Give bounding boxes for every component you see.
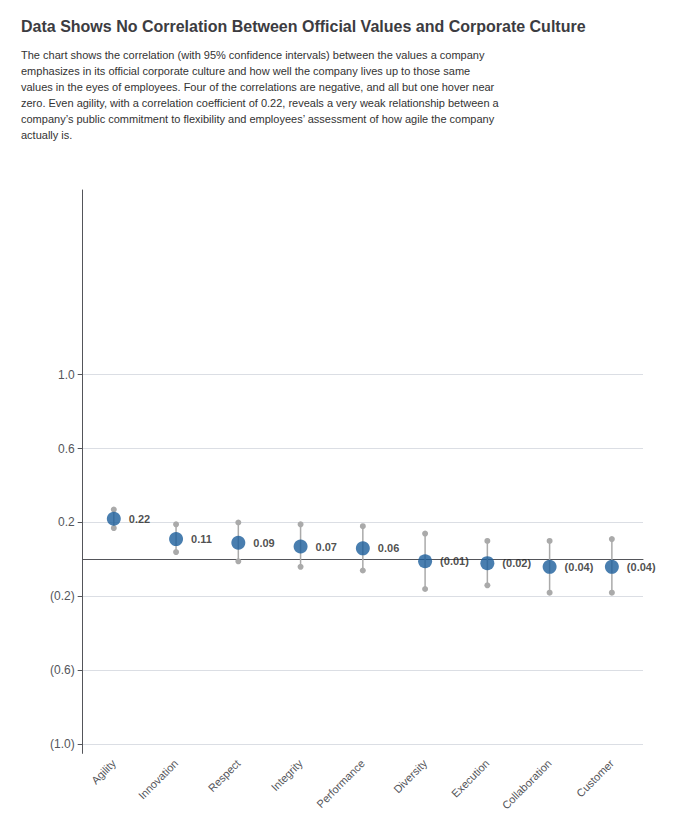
svg-text:0.22: 0.22 — [129, 513, 150, 525]
svg-text:actually is.: actually is. — [21, 129, 72, 141]
svg-text:(0.02): (0.02) — [502, 557, 531, 569]
svg-text:Execution: Execution — [449, 757, 492, 800]
svg-text:(0.6): (0.6) — [50, 663, 75, 677]
svg-text:values in the eyes of employee: values in the eyes of employees. Four of… — [21, 81, 495, 93]
svg-text:Agility: Agility — [89, 757, 119, 787]
svg-text:Performance: Performance — [314, 757, 367, 810]
svg-text:0.6: 0.6 — [58, 442, 75, 456]
svg-text:Diversity: Diversity — [391, 757, 430, 796]
svg-text:Integrity: Integrity — [269, 757, 305, 793]
svg-text:Collaboration: Collaboration — [500, 757, 554, 811]
svg-text:0.07: 0.07 — [316, 541, 337, 553]
svg-text:(0.2): (0.2) — [50, 589, 75, 603]
svg-text:Customer: Customer — [574, 757, 616, 799]
svg-text:company’s public commitment to: company’s public commitment to flexibili… — [21, 113, 495, 125]
svg-text:Respect: Respect — [206, 757, 243, 794]
svg-text:emphasizes in its official cor: emphasizes in its official corporate cul… — [21, 65, 470, 77]
svg-text:0.11: 0.11 — [191, 533, 212, 545]
svg-text:1.0: 1.0 — [58, 368, 75, 382]
svg-text:(0.01): (0.01) — [440, 555, 469, 567]
svg-text:The chart shows the correlatio: The chart shows the correlation (with 95… — [21, 49, 485, 61]
svg-text:0.06: 0.06 — [378, 542, 399, 554]
svg-text:(0.04): (0.04) — [565, 561, 594, 573]
svg-text:0.09: 0.09 — [253, 537, 274, 549]
svg-text:zero. Even agility, with a cor: zero. Even agility, with a correlation c… — [21, 97, 500, 109]
svg-text:Innovation: Innovation — [136, 757, 180, 801]
svg-text:(0.04): (0.04) — [627, 561, 656, 573]
svg-text:Data Shows No Correlation Betw: Data Shows No Correlation Between Offici… — [21, 18, 586, 35]
svg-text:(1.0): (1.0) — [50, 737, 75, 751]
svg-text:0.2: 0.2 — [58, 515, 75, 529]
